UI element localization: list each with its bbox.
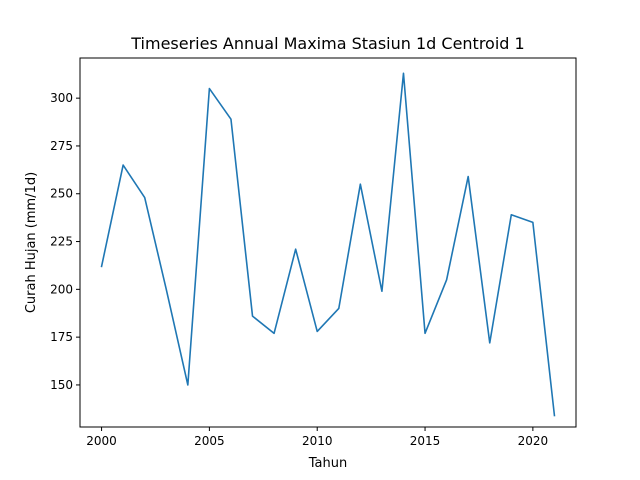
y-axis-label: Curah Hujan (mm/1d) xyxy=(24,172,39,313)
y-tick-label: 225 xyxy=(50,235,73,249)
y-tick-label: 250 xyxy=(50,187,73,201)
y-tick-label: 175 xyxy=(50,330,73,344)
y-axis: 150 175 200 225 250 275 300 xyxy=(50,91,80,392)
x-tick-label: 2000 xyxy=(86,434,117,448)
y-tick-label: 300 xyxy=(50,91,73,105)
x-tick-label: 2015 xyxy=(410,434,441,448)
chart-title: Timeseries Annual Maxima Stasiun 1d Cent… xyxy=(130,34,524,53)
plot-area xyxy=(100,72,556,417)
x-tick-label: 2010 xyxy=(302,434,333,448)
series-line xyxy=(100,72,556,417)
y-tick-label: 150 xyxy=(50,378,73,392)
x-tick-label: 2005 xyxy=(194,434,225,448)
x-axis: 2000 2005 2010 2015 2020 xyxy=(86,427,548,448)
x-tick-label: 2020 xyxy=(518,434,549,448)
plot-frame xyxy=(79,57,577,428)
y-tick-label: 275 xyxy=(50,139,73,153)
y-tick-label: 200 xyxy=(50,282,73,296)
x-axis-label: Tahun xyxy=(308,456,347,471)
